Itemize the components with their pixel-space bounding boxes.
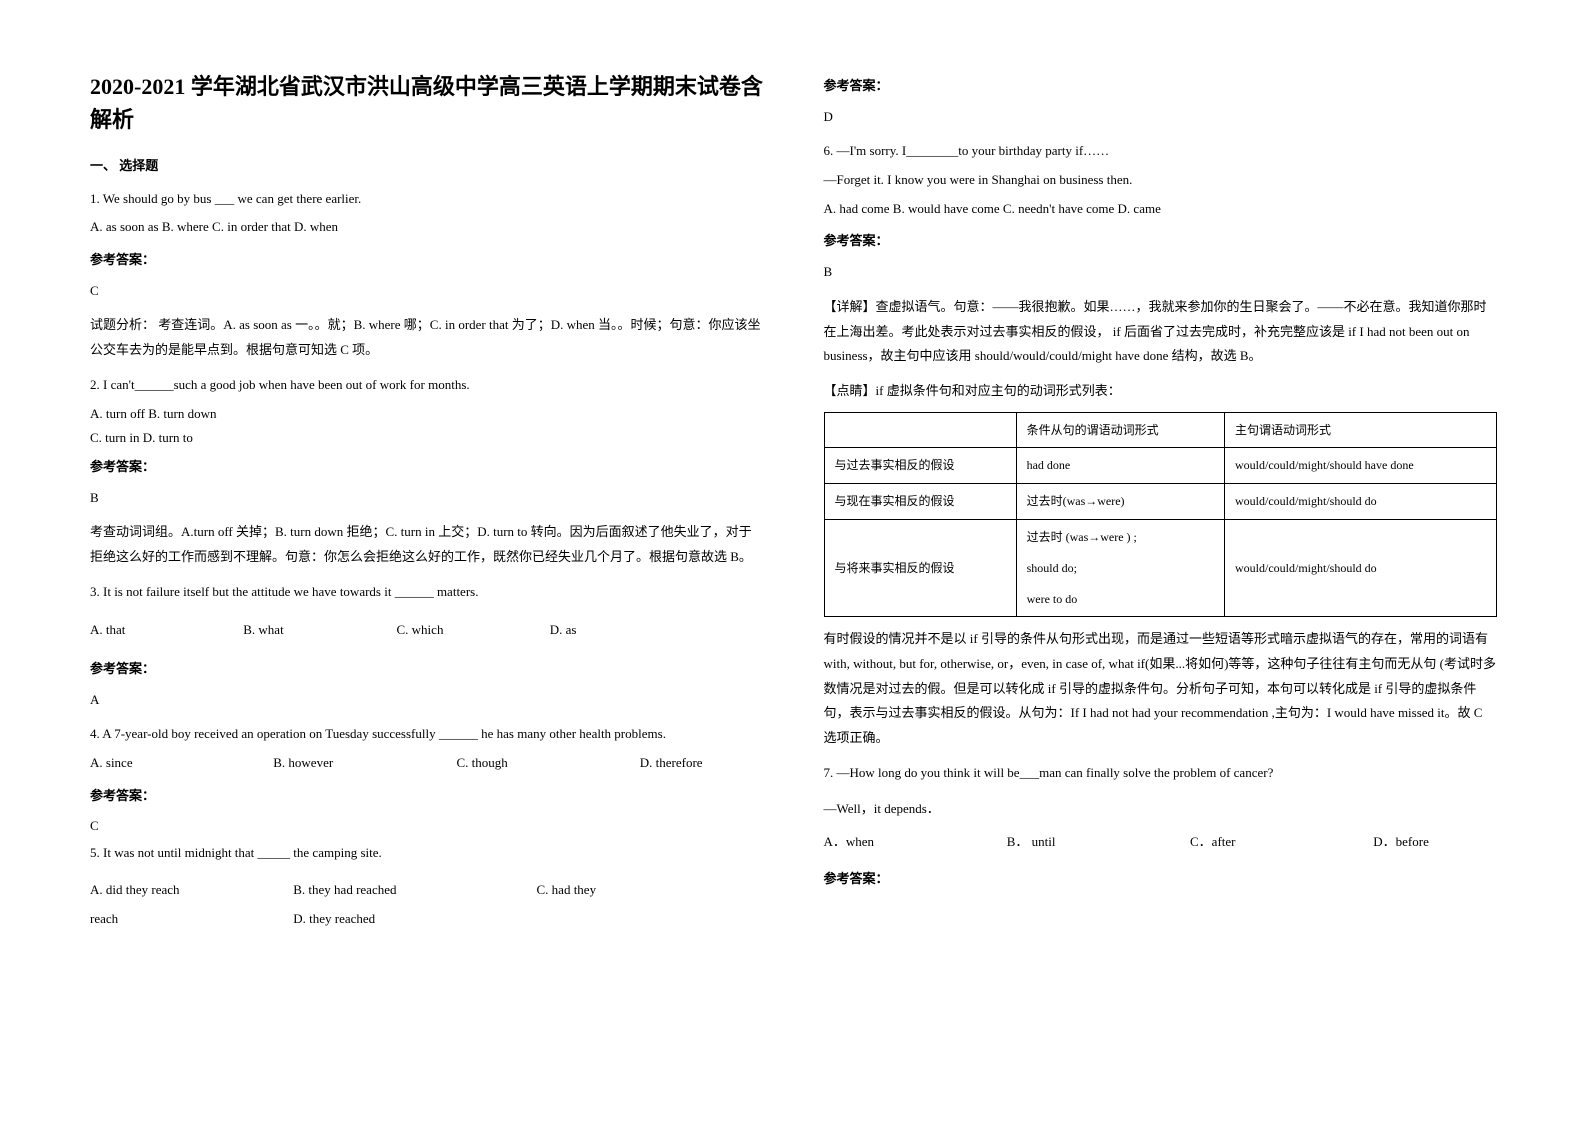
q3-answer-label: 参考答案：: [90, 657, 764, 682]
right-column: 参考答案： D 6. —I'm sorry. I________to your …: [824, 70, 1498, 1052]
q1-answer: C: [90, 279, 764, 304]
table-cell: 与现在事实相反的假设: [824, 484, 1016, 520]
table-cell-empty: [824, 412, 1016, 448]
table-cell: had done: [1016, 448, 1224, 484]
table-cell-line: should do;: [1027, 557, 1214, 580]
q6-stem-line2: —Forget it. I know you were in Shanghai …: [824, 168, 1498, 193]
q7-options: A．when B． until C．after D．before: [824, 830, 1498, 855]
q4-opt-b: B. however: [273, 751, 453, 776]
q6-explain-1: 【详解】查虚拟语气。句意：——我很抱歉。如果……，我就来参加你的生日聚会了。——…: [824, 295, 1498, 369]
q2-options-a: A. turn off B. turn down: [90, 402, 764, 427]
q2-answer-label: 参考答案：: [90, 455, 764, 480]
table-cell: 过去时(was→were): [1016, 484, 1224, 520]
q7-stem-line1: 7. —How long do you think it will be___m…: [824, 761, 1498, 786]
table-cell: 过去时 (was→were ) ; should do; were to do: [1016, 519, 1224, 616]
q6-options: A. had come B. would have come C. needn'…: [824, 197, 1498, 222]
q3-opt-a: A. that: [90, 618, 240, 643]
q7-opt-a: A．when: [824, 830, 1004, 855]
q2-options-b: C. turn in D. turn to: [90, 426, 764, 451]
table-cell: would/could/might/should do: [1225, 519, 1497, 616]
q6-explain-3: 有时假设的情况并不是以 if 引导的条件从句形式出现，而是通过一些短语等形式暗示…: [824, 627, 1498, 750]
q7-answer-label: 参考答案：: [824, 867, 1498, 892]
q6-explain-2: 【点睛】if 虚拟条件句和对应主句的动词形式列表：: [824, 379, 1498, 404]
table-row: 与过去事实相反的假设 had done would/could/might/sh…: [824, 448, 1497, 484]
q4-options: A. since B. however C. though D. therefo…: [90, 751, 764, 776]
q3-opt-c: C. which: [397, 618, 547, 643]
q4-stem: 4. A 7-year-old boy received an operatio…: [90, 722, 764, 747]
q6-answer-label: 参考答案：: [824, 229, 1498, 254]
q3-options: A. that B. what C. which D. as: [90, 618, 764, 643]
conditional-table: 条件从句的谓语动词形式 主句谓语动词形式 与过去事实相反的假设 had done…: [824, 412, 1498, 618]
left-column: 2020-2021 学年湖北省武汉市洪山高级中学高三英语上学期期末试卷含解析 一…: [90, 70, 764, 1052]
table-header-c2: 条件从句的谓语动词形式: [1016, 412, 1224, 448]
q3-opt-d: D. as: [550, 618, 700, 643]
q3-opt-b: B. what: [243, 618, 393, 643]
q1-explain: 试题分析： 考查连词。A. as soon as 一。。就；B. where 哪…: [90, 313, 764, 362]
q5-options-row1: A. did they reach B. they had reached C.…: [90, 878, 764, 903]
table-cell: 与过去事实相反的假设: [824, 448, 1016, 484]
q4-answer-label: 参考答案：: [90, 784, 764, 809]
q7-opt-d: D．before: [1373, 834, 1429, 849]
q7-opt-c: C．after: [1190, 830, 1370, 855]
q5-opt-b: B. they had reached: [293, 878, 533, 903]
q4-opt-a: A. since: [90, 751, 270, 776]
table-header-c3: 主句谓语动词形式: [1225, 412, 1497, 448]
q2-answer: B: [90, 486, 764, 511]
table-row: 与将来事实相反的假设 过去时 (was→were ) ; should do; …: [824, 519, 1497, 616]
table-cell: 与将来事实相反的假设: [824, 519, 1016, 616]
q1-options: A. as soon as B. where C. in order that …: [90, 215, 764, 240]
q2-explain: 考查动词词组。A.turn off 关掉；B. turn down 拒绝；C. …: [90, 520, 764, 569]
table-cell-line: 过去时 (was→were ) ;: [1027, 526, 1214, 549]
table-row: 条件从句的谓语动词形式 主句谓语动词形式: [824, 412, 1497, 448]
q7-opt-b: B． until: [1007, 830, 1187, 855]
q6-answer: B: [824, 260, 1498, 285]
q5-stem: 5. It was not until midnight that _____ …: [90, 841, 764, 866]
q5-opt-row2-b: D. they reached: [293, 911, 375, 926]
q4-opt-d: D. therefore: [640, 755, 703, 770]
table-row: 与现在事实相反的假设 过去时(was→were) would/could/mig…: [824, 484, 1497, 520]
table-cell: would/could/might/should have done: [1225, 448, 1497, 484]
q5-answer: D: [824, 105, 1498, 130]
q5-options-row2: reach D. they reached: [90, 907, 764, 932]
q3-answer: A: [90, 688, 764, 713]
section-heading: 一、 选择题: [90, 154, 764, 179]
q6-stem-line1: 6. —I'm sorry. I________to your birthday…: [824, 139, 1498, 164]
document-title: 2020-2021 学年湖北省武汉市洪山高级中学高三英语上学期期末试卷含解析: [90, 70, 764, 136]
q7-stem-line2: —Well，it depends．: [824, 797, 1498, 822]
q5-opt-row2-a: reach: [90, 907, 290, 932]
q4-opt-c: C. though: [457, 751, 637, 776]
q4-answer: C: [90, 814, 764, 839]
q1-answer-label: 参考答案：: [90, 248, 764, 273]
q5-opt-a: A. did they reach: [90, 878, 290, 903]
q2-stem: 2. I can't______such a good job when hav…: [90, 373, 764, 398]
q1-stem: 1. We should go by bus ___ we can get th…: [90, 187, 764, 212]
table-cell: would/could/might/should do: [1225, 484, 1497, 520]
q5-opt-c: C. had they: [537, 882, 597, 897]
table-cell-line: were to do: [1027, 588, 1214, 611]
q3-stem: 3. It is not failure itself but the atti…: [90, 580, 764, 605]
q5-answer-label: 参考答案：: [824, 74, 1498, 99]
